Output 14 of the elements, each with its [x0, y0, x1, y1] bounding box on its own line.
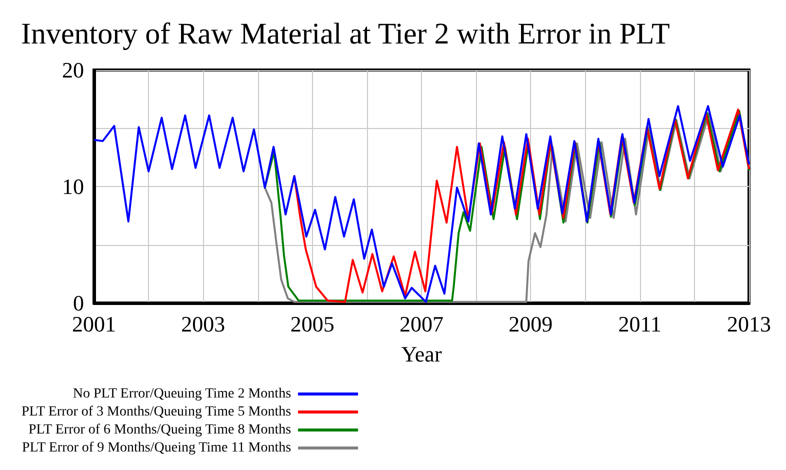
chart-title: Inventory of Raw Material at Tier 2 with Error in PLT — [21, 18, 670, 50]
x-tick-label: 2013 — [727, 312, 771, 336]
x-axis-title: Year — [401, 342, 442, 366]
y-tick-label: 20 — [62, 58, 84, 82]
x-tick-label: 2007 — [400, 312, 444, 336]
legend-label: No PLT Error/Queuing Time 2 Months — [72, 386, 292, 402]
legend-label: PLT Error of 3 Months/Queuing Time 5 Months — [22, 404, 292, 420]
y-tick-label: 10 — [62, 174, 84, 199]
x-tick-label: 2009 — [508, 312, 553, 336]
x-tick-label: 2003 — [181, 312, 226, 336]
x-tick-label: 2011 — [618, 312, 662, 336]
legend-label: PLT Error of 9 Months/Queing Time 11 Months — [22, 440, 292, 456]
x-tick-label: 2005 — [290, 312, 334, 336]
legend-label: PLT Error of 6 Months/Queing Time 8 Months — [28, 422, 292, 438]
